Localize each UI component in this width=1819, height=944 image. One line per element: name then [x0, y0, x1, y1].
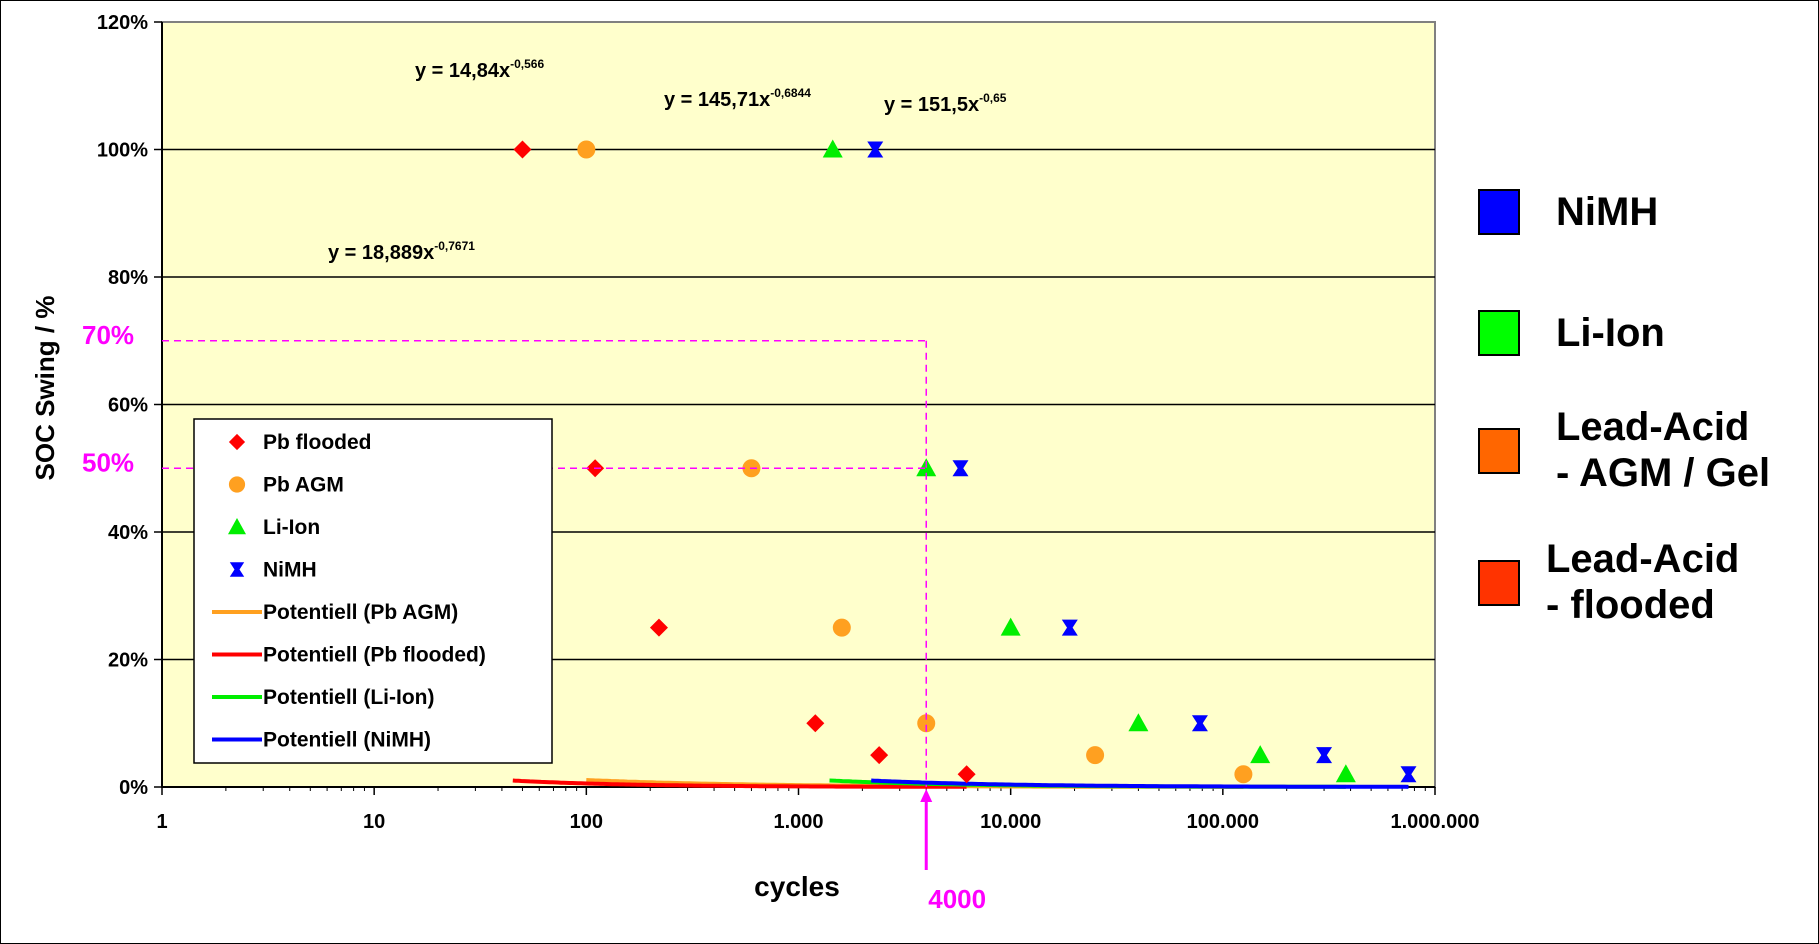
data-point	[1000, 617, 1021, 636]
x-tick-label: 100	[570, 811, 603, 833]
legend-symbol	[229, 562, 245, 577]
y-axis-label: SOC Swing / %	[30, 296, 60, 481]
trend-equation: y = 14,84x-0,566	[415, 57, 544, 82]
x-tick-label: 10.000	[980, 811, 1041, 833]
data-point	[1191, 715, 1208, 732]
data-point	[822, 139, 843, 158]
y-tick-label: 100%	[97, 140, 148, 162]
y-tick-label: 60%	[108, 395, 148, 417]
legend-label: Potentiell (Pb AGM)	[263, 601, 458, 624]
side-legend-label: Li-Ion	[1556, 311, 1665, 355]
data-point	[1316, 747, 1333, 764]
data-point	[806, 714, 825, 733]
legend-label: NiMH	[263, 559, 317, 582]
data-point	[957, 765, 976, 784]
data-point	[1086, 746, 1105, 765]
reference-label: 4000	[928, 884, 986, 914]
y-tick-label: 40%	[108, 522, 148, 544]
data-point	[1128, 713, 1149, 732]
trend-equations: y = 14,84x-0,566 y = 18,889x-0,7671 y = 14…	[328, 57, 1007, 264]
data-point	[513, 140, 532, 159]
x-tick-label: 1.000.000	[1391, 811, 1480, 833]
side-legend-item: Lead-Acid - AGM / Gel	[1478, 405, 1770, 496]
data-point	[1335, 764, 1356, 783]
trendline	[871, 778, 1409, 789]
data-point	[952, 460, 969, 477]
reference-label: 50%	[82, 447, 134, 477]
legend-label: Potentiell (Pb flooded)	[263, 644, 486, 667]
side-legend-item: NiMH	[1478, 189, 1658, 235]
side-legend-label: Lead-Acid - flooded	[1546, 537, 1740, 627]
axes: 0% 20% 40% 60% 80% 100% 120% 1 10 100 1.000 10.000 1…	[97, 12, 1480, 833]
legend-symbol	[228, 476, 246, 493]
arrow-head	[920, 789, 933, 802]
data-point	[832, 618, 851, 637]
side-legend-swatch	[1478, 310, 1520, 356]
legend: Pb flooded Pb AGM Li-Ion NiMH Potentiell (Pb…	[193, 418, 553, 764]
data-point	[1061, 619, 1078, 636]
data-point	[577, 140, 596, 159]
x-tick-label: 10	[363, 811, 385, 833]
data-points	[513, 139, 1417, 784]
data-point	[649, 618, 668, 637]
side-legend-item: Lead-Acid - flooded	[1478, 537, 1739, 628]
x-tick-label: 1.000	[773, 811, 823, 833]
side-legend-label: Lead-Acid - AGM / Gel	[1556, 405, 1771, 495]
legend-box	[193, 418, 553, 764]
reference-label: 70%	[82, 320, 134, 350]
trend-equation: y = 151,5x-0,65	[884, 91, 1007, 116]
side-legend-swatch	[1478, 560, 1520, 606]
y-tick-label: 120%	[97, 12, 148, 34]
annotations: 70% 50% 4000	[82, 320, 986, 914]
data-point	[1400, 766, 1417, 783]
data-point	[917, 714, 936, 733]
x-tick-label: 1	[156, 811, 167, 833]
y-tick-label: 0%	[119, 777, 148, 799]
trend-equation: y = 18,889x-0,7671	[328, 239, 475, 264]
y-tick-label: 80%	[108, 267, 148, 289]
data-point	[867, 141, 884, 158]
data-point	[1234, 765, 1253, 784]
side-legend-swatch	[1478, 428, 1520, 474]
legend-symbol	[228, 433, 246, 451]
side-legend-label: NiMH	[1556, 190, 1659, 234]
legend-symbol	[228, 518, 246, 535]
legend-label: Potentiell (NiMH)	[263, 729, 431, 752]
trend-equation: y = 145,71x-0,6844	[664, 86, 811, 111]
data-point	[1250, 745, 1271, 764]
side-legend-item: Li-Ion	[1478, 310, 1665, 356]
legend-label: Li-Ion	[263, 516, 320, 539]
y-tick-label: 20%	[108, 650, 148, 672]
data-point	[870, 746, 889, 765]
legend-label: Pb flooded	[263, 431, 372, 454]
x-tick-label: 100.000	[1187, 811, 1259, 833]
legend-label: Pb AGM	[263, 474, 344, 497]
side-legend-swatch	[1478, 189, 1520, 235]
trendlines	[512, 778, 1409, 789]
x-axis-label: cycles	[754, 871, 840, 902]
legend-label: Potentiell (Li-Ion)	[263, 686, 434, 709]
trendline	[512, 778, 967, 789]
